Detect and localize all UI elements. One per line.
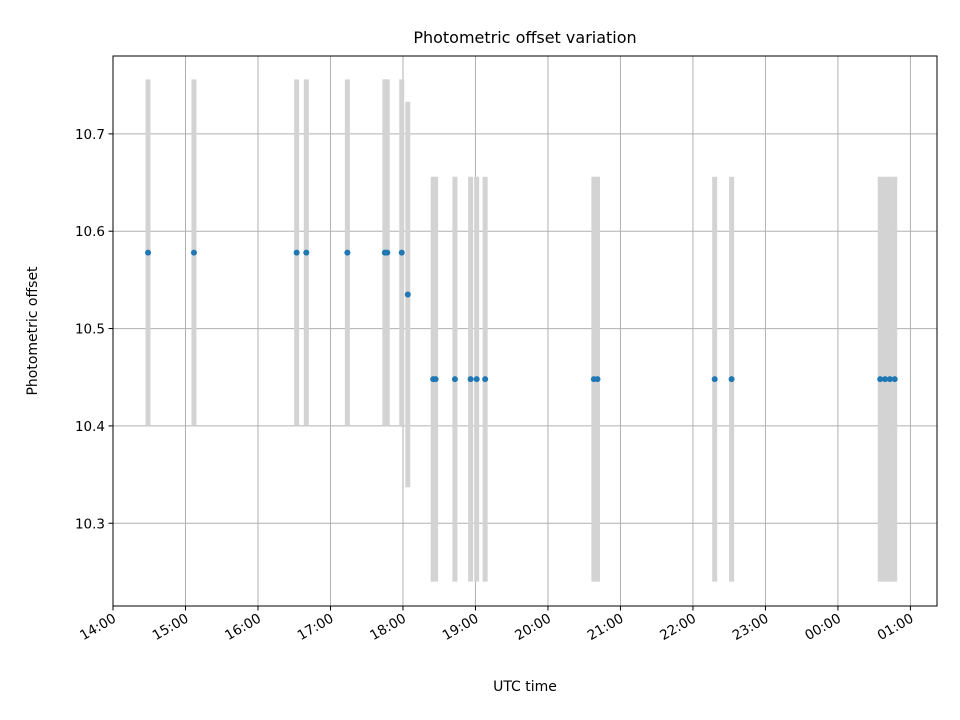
data-point	[594, 376, 601, 383]
chart-title: Photometric offset variation	[413, 28, 636, 47]
data-point	[882, 376, 889, 383]
data-point	[482, 376, 489, 383]
y-tick-label: 10.3	[75, 516, 105, 532]
data-point	[467, 376, 474, 383]
data-point	[877, 376, 884, 383]
data-point	[728, 376, 735, 383]
data-point	[886, 376, 893, 383]
data-point	[384, 249, 391, 256]
x-axis-label: UTC time	[493, 679, 557, 695]
data-point	[398, 249, 405, 256]
data-point	[711, 376, 718, 383]
data-point	[303, 249, 310, 256]
y-tick-label: 10.5	[75, 322, 105, 338]
y-axis-ticks: 10.3 10.4 10.5 10.6 10.7	[75, 127, 113, 532]
data-point	[891, 376, 898, 383]
data-point	[190, 249, 197, 256]
data-point	[344, 249, 351, 256]
y-tick-label: 10.4	[75, 419, 105, 435]
y-tick-label: 10.6	[75, 224, 105, 240]
data-point	[145, 249, 152, 256]
data-point	[293, 249, 300, 256]
plot-frame	[112, 55, 938, 607]
data-point	[432, 376, 439, 383]
data-point	[451, 376, 458, 383]
data-point	[473, 376, 480, 383]
y-tick-label: 10.7	[75, 127, 105, 143]
data-points	[145, 249, 898, 383]
data-point	[404, 291, 411, 298]
y-axis-label: Photometric offset	[25, 266, 41, 396]
